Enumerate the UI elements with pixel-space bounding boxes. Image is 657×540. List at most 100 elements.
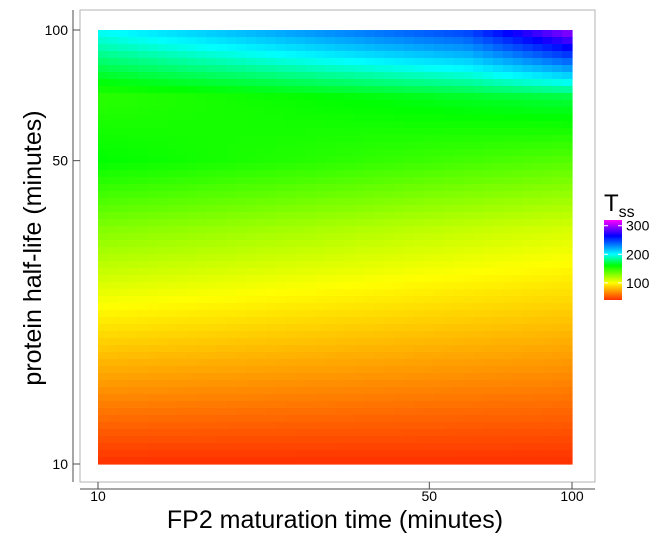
heatmap-cell bbox=[315, 338, 326, 346]
heatmap-cell bbox=[256, 296, 267, 304]
heatmap-cell bbox=[246, 58, 257, 66]
heatmap-cell bbox=[552, 415, 563, 423]
heatmap-cell bbox=[502, 254, 514, 262]
heatmap-cell bbox=[265, 436, 277, 444]
heatmap-cell bbox=[493, 366, 504, 374]
heatmap-cell bbox=[542, 254, 553, 262]
heatmap-cell bbox=[404, 289, 415, 297]
heatmap-cell bbox=[423, 226, 435, 234]
heatmap-cell bbox=[256, 373, 267, 381]
heatmap-cell bbox=[532, 163, 543, 171]
heatmap-cell bbox=[522, 436, 534, 444]
heatmap-cell bbox=[295, 247, 306, 255]
heatmap-cell bbox=[364, 58, 376, 66]
heatmap-cell bbox=[394, 450, 405, 458]
heatmap-cell bbox=[473, 450, 484, 458]
heatmap-cell bbox=[502, 219, 514, 227]
heatmap-cell bbox=[157, 450, 168, 458]
heatmap-cell bbox=[423, 219, 435, 227]
heatmap-cell bbox=[265, 135, 277, 143]
heatmap-cell bbox=[325, 177, 336, 185]
heatmap-cell bbox=[305, 212, 316, 220]
heatmap-cell bbox=[186, 114, 198, 122]
heatmap-cell bbox=[275, 429, 287, 437]
heatmap-cell bbox=[107, 359, 119, 367]
heatmap-cell bbox=[137, 261, 148, 269]
heatmap-cell bbox=[167, 65, 178, 73]
heatmap-cell bbox=[265, 107, 277, 115]
heatmap-cell bbox=[354, 37, 366, 45]
heatmap-cell bbox=[552, 289, 563, 297]
heatmap-cell bbox=[186, 303, 198, 311]
heatmap-cell bbox=[522, 205, 534, 213]
heatmap-cell bbox=[423, 429, 435, 437]
heatmap-cell bbox=[147, 226, 158, 234]
heatmap-cell bbox=[335, 415, 346, 423]
heatmap-cell bbox=[433, 254, 445, 262]
heatmap-cell bbox=[147, 359, 158, 367]
heatmap-cell bbox=[295, 394, 306, 402]
heatmap-cell bbox=[305, 261, 316, 269]
heatmap-cell bbox=[98, 191, 109, 199]
heatmap-cell bbox=[374, 352, 385, 360]
heatmap-cell bbox=[443, 275, 455, 283]
heatmap-cell bbox=[552, 184, 563, 192]
heatmap-cell bbox=[562, 51, 573, 59]
heatmap-cell bbox=[453, 135, 464, 143]
heatmap-cell bbox=[443, 107, 455, 115]
heatmap-cell bbox=[107, 275, 119, 283]
heatmap-cell bbox=[354, 65, 366, 73]
heatmap-cell bbox=[107, 191, 119, 199]
heatmap-cell bbox=[453, 219, 464, 227]
heatmap-cell bbox=[256, 317, 267, 325]
heatmap-cell bbox=[493, 289, 504, 297]
heatmap-cell bbox=[532, 44, 543, 52]
heatmap-cell bbox=[117, 443, 129, 451]
heatmap-cell bbox=[542, 303, 553, 311]
heatmap-cell bbox=[473, 149, 484, 157]
heatmap-cell bbox=[552, 366, 563, 374]
heatmap-cell bbox=[117, 240, 129, 248]
heatmap-cell bbox=[364, 51, 376, 59]
heatmap-cell bbox=[295, 338, 306, 346]
heatmap-cell bbox=[295, 366, 306, 374]
heatmap-cell bbox=[473, 282, 484, 290]
heatmap-cell bbox=[206, 303, 218, 311]
heatmap-cell bbox=[305, 226, 316, 234]
heatmap-cell bbox=[305, 72, 316, 80]
heatmap-cell bbox=[98, 100, 109, 108]
heatmap-cell bbox=[177, 149, 188, 157]
heatmap-cell bbox=[335, 86, 346, 94]
heatmap-cell bbox=[127, 415, 139, 423]
heatmap-cell bbox=[542, 422, 553, 430]
heatmap-cell bbox=[463, 219, 474, 227]
heatmap-cell bbox=[177, 289, 188, 297]
heatmap-cell bbox=[522, 198, 534, 206]
heatmap-cell bbox=[453, 401, 464, 409]
heatmap-cell bbox=[532, 282, 543, 290]
heatmap-surface bbox=[98, 30, 573, 465]
heatmap-cell bbox=[236, 443, 247, 451]
heatmap-cell bbox=[463, 128, 474, 136]
heatmap-cell bbox=[562, 142, 573, 150]
heatmap-cell bbox=[305, 37, 316, 45]
heatmap-cell bbox=[562, 352, 573, 360]
heatmap-cell bbox=[186, 282, 198, 290]
heatmap-cell bbox=[246, 303, 257, 311]
heatmap-cell bbox=[167, 247, 178, 255]
heatmap-cell bbox=[295, 296, 306, 304]
heatmap-cell bbox=[423, 247, 435, 255]
heatmap-cell bbox=[236, 226, 247, 234]
heatmap-cell bbox=[206, 457, 218, 465]
heatmap-cell bbox=[473, 37, 484, 45]
heatmap-cell bbox=[354, 58, 366, 66]
heatmap-cell bbox=[167, 205, 178, 213]
heatmap-cell bbox=[157, 51, 168, 59]
heatmap-cell bbox=[147, 30, 158, 38]
heatmap-cell bbox=[167, 184, 178, 192]
heatmap-cell bbox=[354, 191, 366, 199]
heatmap-cell bbox=[256, 198, 267, 206]
heatmap-cell bbox=[473, 380, 484, 388]
heatmap-cell bbox=[453, 44, 464, 52]
heatmap-cell bbox=[335, 401, 346, 409]
